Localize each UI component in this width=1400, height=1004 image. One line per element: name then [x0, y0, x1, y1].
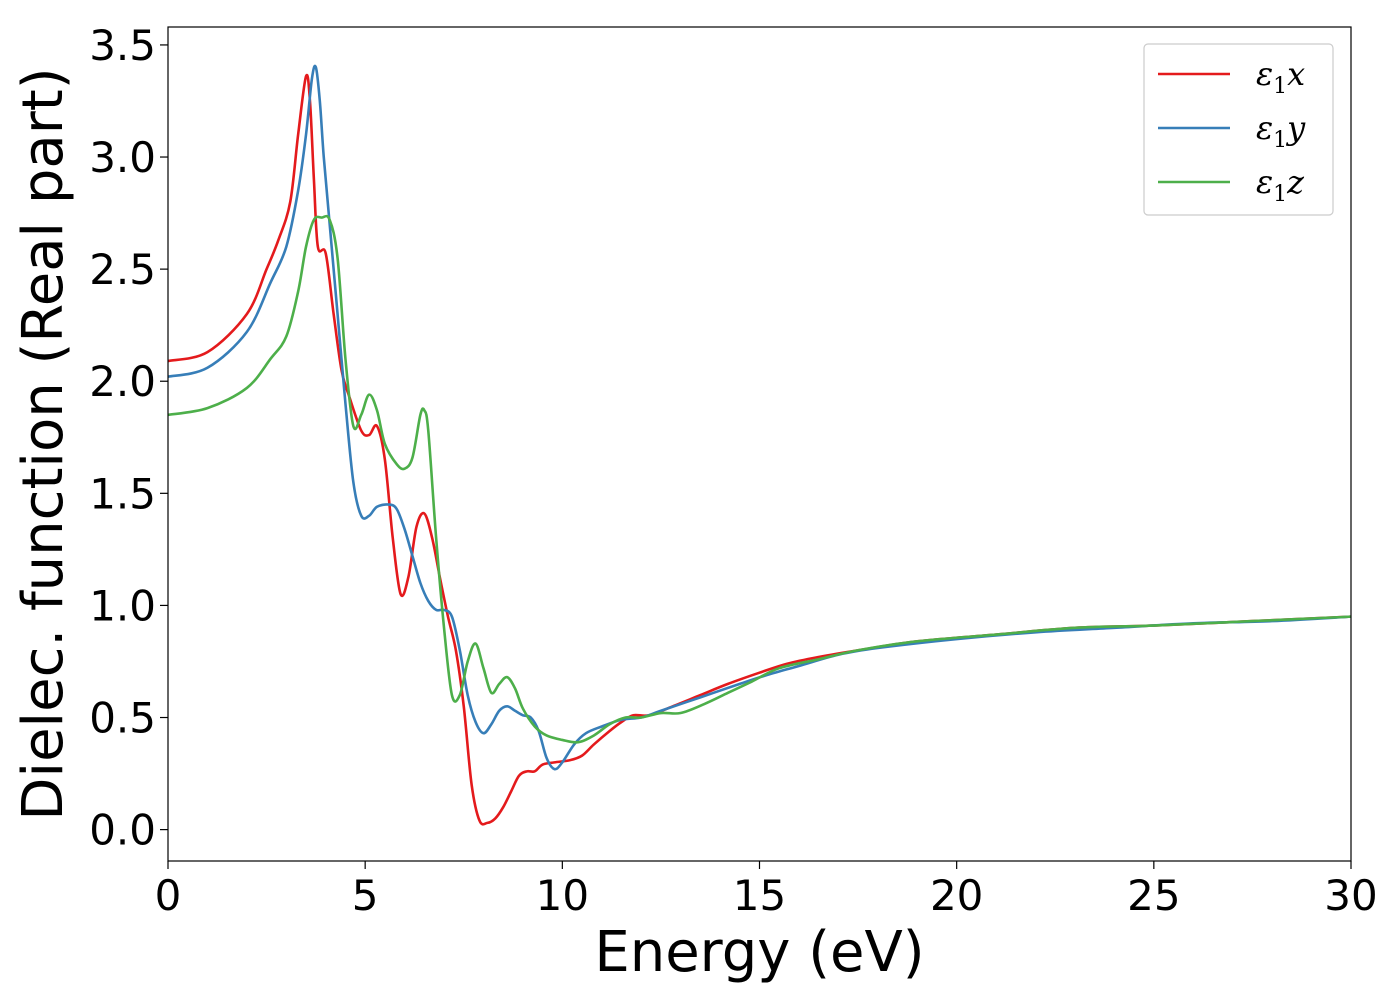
legend-label-base: ε: [1256, 163, 1273, 201]
series-layer: [168, 64, 1351, 826]
legend-label-subscript: 1: [1273, 128, 1287, 153]
x-tick-label: 0: [155, 871, 182, 920]
legend-label-subscript: 1: [1273, 74, 1287, 99]
legend-label-variable: z: [1286, 163, 1305, 201]
x-axis-title: Energy (eV): [594, 920, 924, 985]
y-tick-label: 3.5: [89, 21, 156, 70]
series-line-x: [168, 73, 1351, 826]
legend-label-base: ε: [1256, 109, 1273, 147]
x-tick-label: 10: [536, 871, 589, 920]
legend-box: [1143, 43, 1334, 216]
x-tick-label: 15: [733, 871, 786, 920]
legend-label-variable: y: [1285, 109, 1306, 147]
x-tick-label: 25: [1127, 871, 1180, 920]
legend-label-x: ε1x: [1256, 55, 1305, 99]
y-axis-title: Dielec. function (Real part): [11, 67, 76, 820]
series-line-z: [168, 214, 1351, 744]
y-tick-label: 0.0: [89, 806, 156, 855]
y-tick-label: 3.0: [89, 133, 156, 182]
y-tick-label: 2.5: [89, 245, 156, 294]
y-tick-label: 2.0: [89, 357, 156, 406]
x-tick-label: 20: [930, 871, 983, 920]
y-tick-label: 0.5: [89, 694, 156, 743]
legend-label-y: ε1y: [1256, 109, 1306, 153]
y-tick-label: 1.0: [89, 581, 156, 630]
legend-label-variable: x: [1287, 55, 1305, 93]
x-axis-ticks: 0 5 10 15 20 25 30: [155, 861, 1378, 920]
legend-label-subscript: 1: [1273, 182, 1287, 207]
x-tick-label: 5: [352, 871, 379, 920]
legend-label-base: ε: [1256, 55, 1273, 93]
y-tick-label: 1.5: [89, 469, 156, 518]
x-tick-label: 30: [1324, 871, 1377, 920]
legend-label-z: ε1z: [1256, 163, 1305, 207]
y-axis-ticks: 0.0 0.5 1.0 1.5 2.0 2.5 3.0 3.5: [89, 21, 168, 855]
